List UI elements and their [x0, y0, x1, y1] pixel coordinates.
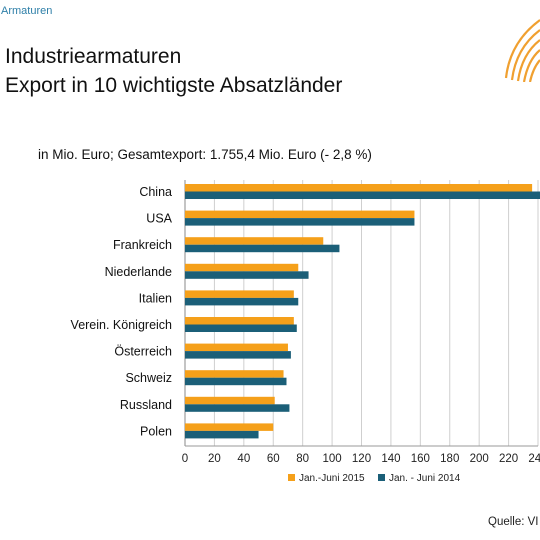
title-line-2: Export in 10 wichtigste Absatzländer [5, 74, 343, 97]
source-note: Quelle: VI [488, 516, 539, 528]
category-label: Verein. Königreich [71, 318, 173, 332]
x-tick-label: 40 [237, 453, 250, 465]
bar-2014 [185, 191, 540, 199]
page-title: Industriearmaturen Export in 10 wichtigs… [5, 42, 342, 100]
legend-label: Jan.-Juni 2015 [299, 473, 365, 484]
x-tick-label: 20 [208, 453, 221, 465]
bar-2015 [185, 396, 275, 405]
x-tick-label: 160 [411, 453, 430, 465]
x-tick-label: 200 [470, 453, 489, 465]
breadcrumb[interactable]: Armaturen [1, 5, 53, 17]
category-label: USA [146, 212, 172, 226]
bar-2014 [185, 430, 259, 439]
bar-2014 [185, 271, 309, 279]
bar-2015 [185, 370, 284, 378]
category-label: Österreich [114, 345, 172, 359]
bar-2014 [185, 351, 291, 359]
bar-2015 [185, 290, 294, 298]
bar-2014 [185, 218, 415, 226]
category-label: Russland [120, 398, 172, 412]
bar-2014 [185, 377, 287, 386]
category-label: Italien [139, 291, 172, 305]
bar-2014 [185, 244, 340, 253]
bar-2015 [185, 343, 288, 352]
legend-label: Jan. - Juni 2014 [389, 473, 461, 484]
category-label: Polen [140, 424, 172, 438]
x-tick-label: 220 [499, 453, 518, 465]
bar-2015 [185, 423, 274, 431]
x-tick-label: 120 [352, 453, 371, 465]
category-label: China [139, 185, 172, 199]
logo-arcs-icon [504, 19, 540, 82]
category-label: Niederlande [105, 265, 172, 279]
x-tick-label: 60 [267, 453, 280, 465]
bar-2015 [185, 210, 415, 219]
x-tick-label: 100 [322, 453, 341, 465]
x-tick-label: 80 [296, 453, 309, 465]
title-line-1: Industriearmaturen [5, 45, 182, 68]
bar-2015 [185, 317, 294, 325]
bar-2014 [185, 297, 299, 306]
category-label: Frankreich [113, 238, 172, 252]
legend-swatch [378, 474, 385, 481]
legend-swatch [288, 474, 295, 481]
bar-2014 [185, 324, 297, 332]
bar-2015 [185, 263, 299, 272]
category-label: Schweiz [125, 371, 172, 385]
bar-2015 [185, 237, 324, 245]
x-tick-label: 140 [381, 453, 400, 465]
x-tick-label: 0 [182, 453, 188, 465]
bar-2014 [185, 404, 290, 412]
x-tick-label: 240 [528, 453, 540, 465]
bar-2015 [185, 184, 533, 192]
chart-subtitle: in Mio. Euro; Gesamtexport: 1.755,4 Mio.… [38, 147, 372, 162]
x-tick-label: 180 [440, 453, 459, 465]
